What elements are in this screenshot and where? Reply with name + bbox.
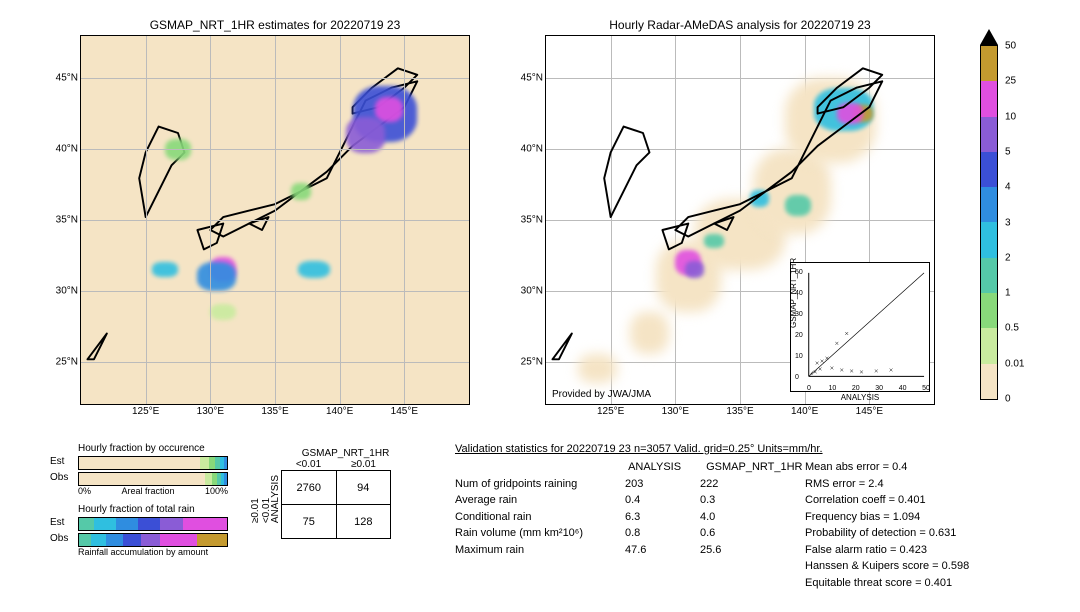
xtick: 135°E [726, 404, 753, 417]
pct100-1: 100% [205, 486, 228, 496]
precip-blob [346, 117, 385, 152]
metric-row: Hanssen & Kuipers score = 0.598 [805, 558, 1055, 575]
colorbar-tick: 2 [1005, 252, 1011, 263]
row-ge: ≥0.01 [250, 498, 261, 523]
ytick: 40°N [56, 144, 81, 155]
est-label-2: Est [50, 517, 64, 528]
metric-row: Correlation coeff = 0.401 [805, 492, 1055, 509]
ytick: 40°N [521, 144, 546, 155]
metric-row: Equitable threat score = 0.401 [805, 575, 1055, 592]
metric-row: Mean abs error = 0.4 [805, 459, 1055, 476]
ytick: 45°N [521, 73, 546, 84]
occurrence-title: Hourly fraction by occurence [78, 443, 300, 454]
colorbar-tick: 10 [1005, 111, 1016, 122]
colorbar-tick: 4 [1005, 182, 1011, 193]
colorbar: 00.010.512345102550 [980, 45, 998, 400]
ytick: 45°N [56, 73, 81, 84]
xtick: 140°E [326, 404, 353, 417]
validation-row: Rain volume (mm km²10⁶)0.80.6 [455, 525, 805, 542]
ctable-col-lt: <0.01 [281, 459, 336, 470]
est-label-1: Est [50, 456, 64, 467]
colorbar-tick: 0.01 [1005, 358, 1024, 369]
pct0-1: 0% [78, 486, 91, 496]
ctable-a: 2760 [282, 471, 337, 505]
xtick: 135°E [261, 404, 288, 417]
metric-row: Frequency bias = 1.094 [805, 509, 1055, 526]
precip-blob [197, 262, 236, 290]
colorbar-over-icon [979, 28, 999, 45]
ytick: 30°N [521, 285, 546, 296]
precip-blob [375, 97, 403, 122]
accum-label: Rainfall accumulation by amount [78, 547, 300, 557]
colorbar-tick: 5 [1005, 146, 1011, 157]
validation-row: Average rain0.40.3 [455, 492, 805, 509]
precip-blob [152, 262, 178, 276]
contingency-table: 2760 94 75 128 [281, 470, 391, 539]
ytick: 25°N [521, 356, 546, 367]
obs-label-2: Obs [50, 533, 68, 544]
precip-blob [298, 261, 330, 278]
xtick: 125°E [597, 404, 624, 417]
precip-blob [210, 304, 236, 321]
row-lt: <0.01 [261, 498, 272, 523]
right-map-title: Hourly Radar-AMeDAS analysis for 2022071… [546, 18, 934, 32]
colorbar-tick: 50 [1005, 41, 1016, 52]
metric-row: False alarm ratio = 0.423 [805, 542, 1055, 559]
metric-row: Probability of detection = 0.631 [805, 525, 1055, 542]
xtick: 130°E [662, 404, 689, 417]
totalrain-obs-bar [78, 533, 228, 547]
metric-row: RMS error = 2.4 [805, 476, 1055, 493]
attribution: Provided by JWA/JMA [552, 389, 651, 400]
scatter-xlabel: ANALYSIS [791, 393, 929, 402]
areal-label: Areal fraction [121, 486, 174, 496]
occurrence-est-bar [78, 456, 228, 470]
totalrain-est-bar [78, 517, 228, 531]
left-map-title: GSMAP_NRT_1HR estimates for 20220719 23 [81, 18, 469, 32]
contingency-block: GSMAP_NRT_1HR ANALYSIS <0.01 ≥0.01 2760 … [270, 448, 391, 523]
xtick: 130°E [197, 404, 224, 417]
ytick: 30°N [56, 285, 81, 296]
colorbar-tick: 1 [1005, 288, 1011, 299]
colorbar-tick: 25 [1005, 76, 1016, 87]
xtick: 145°E [856, 404, 883, 417]
ytick: 35°N [521, 215, 546, 226]
scatter-inset: GSMAP_NRT_1HR ANALYSIS 00101020203030404… [790, 262, 930, 392]
left-map: GSMAP_NRT_1HR estimates for 20220719 23 … [80, 35, 470, 405]
colorbar-tick: 0 [1005, 394, 1011, 405]
colorbar-tick: 0.5 [1005, 323, 1019, 334]
ctable-b: 94 [336, 471, 390, 505]
ctable-c: 75 [282, 505, 337, 539]
precip-blob [291, 183, 310, 200]
validation-block: Validation statistics for 20220719 23 n=… [455, 443, 1065, 591]
validation-row: Num of gridpoints raining203222 [455, 476, 805, 493]
validation-row: Maximum rain47.625.6 [455, 542, 805, 559]
obs-label-1: Obs [50, 472, 68, 483]
validation-header: Validation statistics for 20220719 23 n=… [455, 443, 1065, 455]
xtick: 140°E [791, 404, 818, 417]
ctable-d: 128 [336, 505, 390, 539]
xtick: 145°E [391, 404, 418, 417]
xtick: 125°E [132, 404, 159, 417]
ctable-col-title: GSMAP_NRT_1HR [300, 448, 391, 459]
occurrence-obs-bar [78, 472, 228, 486]
ytick: 25°N [56, 356, 81, 367]
ctable-col-ge: ≥0.01 [336, 459, 391, 470]
val-col1: ANALYSIS [628, 459, 703, 476]
val-col2: GSMAP_NRT_1HR [706, 459, 802, 476]
ytick: 35°N [56, 215, 81, 226]
colorbar-tick: 3 [1005, 217, 1011, 228]
validation-row: Conditional rain6.34.0 [455, 509, 805, 526]
